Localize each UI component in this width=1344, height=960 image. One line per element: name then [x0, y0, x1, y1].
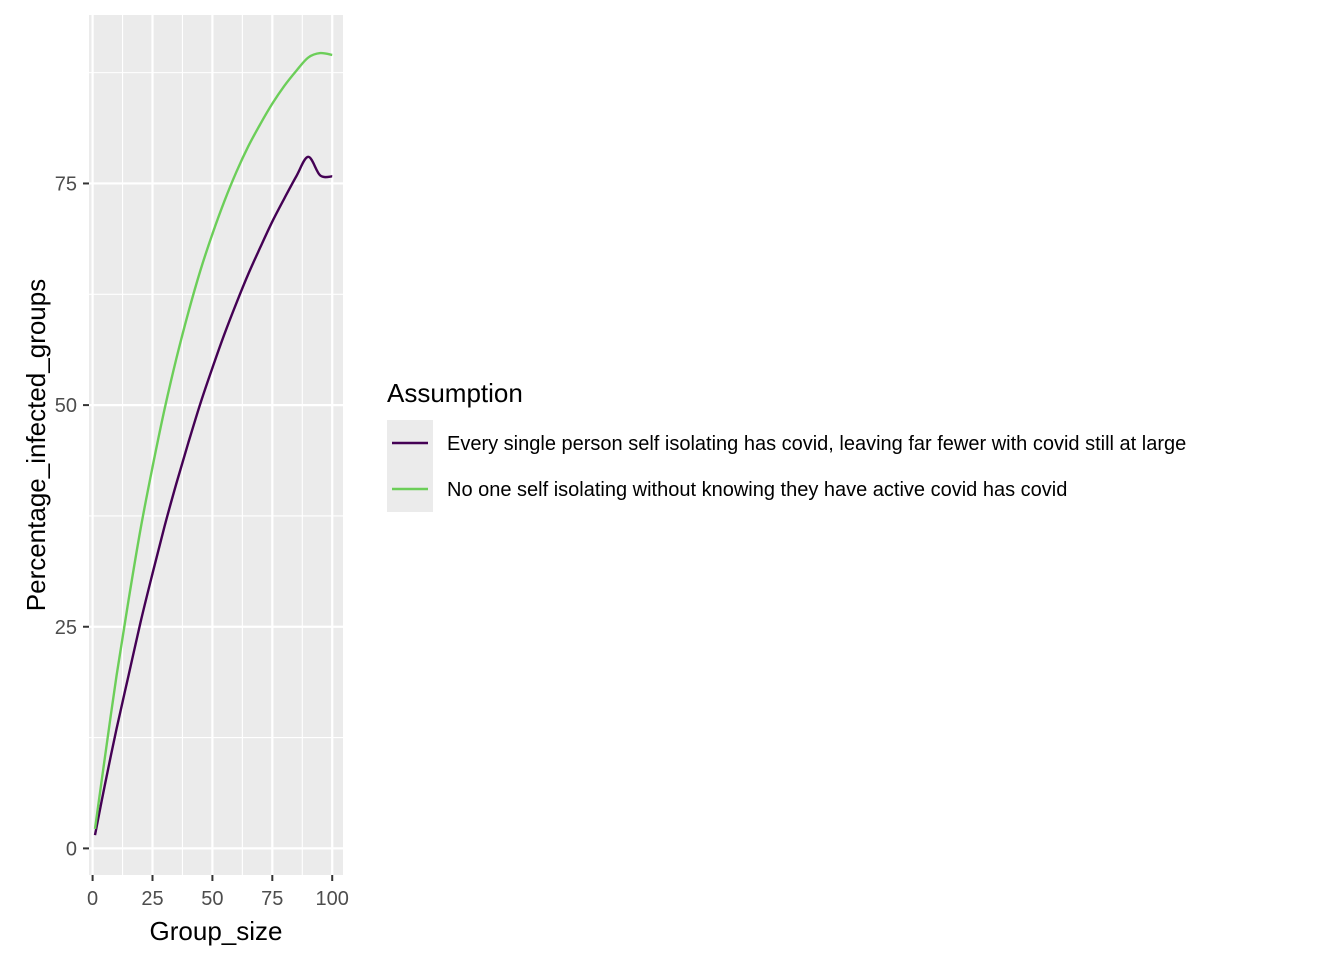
legend-items: Every single person self isolating has c…	[387, 420, 1186, 512]
x-axis: 0 25 50 75 100	[87, 875, 349, 910]
x-axis-title: Group_size	[150, 916, 283, 946]
series-line-2	[93, 51, 333, 830]
plot-panel	[89, 15, 343, 875]
series-line-1	[93, 155, 333, 836]
legend-title: Assumption	[387, 378, 523, 408]
x-tick-label: 50	[201, 888, 223, 910]
y-axis: 0 25 50 75	[55, 173, 89, 860]
legend-label-1: Every single person self isolating has c…	[447, 433, 1186, 455]
y-axis-title: Percentage_infected_groups	[21, 279, 51, 611]
x-tick-label: 100	[316, 888, 349, 910]
y-tick-label: 75	[55, 173, 77, 195]
y-tick-label: 0	[66, 838, 77, 860]
x-tick-label: 0	[87, 888, 98, 910]
legend: Assumption Every single person self isol…	[387, 378, 1186, 512]
y-tick-label: 25	[55, 617, 77, 639]
series-lines	[93, 51, 333, 836]
legend-label-2: No one self isolating without knowing th…	[447, 479, 1067, 501]
x-tick-label: 25	[141, 888, 163, 910]
legend-key-background	[387, 420, 433, 512]
y-tick-label: 50	[55, 395, 77, 417]
x-tick-label: 75	[261, 888, 283, 910]
major-gridlines	[89, 15, 343, 875]
